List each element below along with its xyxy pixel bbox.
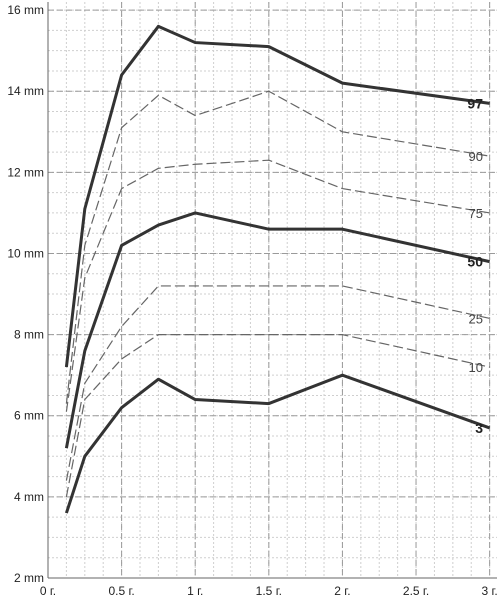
series-label-p90: 90 bbox=[469, 149, 483, 164]
series-end-labels: 97 90 75 50 25 10 3 bbox=[467, 95, 483, 436]
series-line-p3 bbox=[64, 373, 491, 514]
major-grid bbox=[48, 2, 497, 579]
y-tick-label: 14 mm bbox=[7, 84, 44, 98]
series-line-p10 bbox=[65, 334, 490, 497]
y-tick-label: 6 mm bbox=[14, 409, 44, 423]
x-tick-label: 0.5 г. bbox=[108, 584, 134, 598]
y-tick-label: 8 mm bbox=[14, 328, 44, 342]
x-tick-label: 2.5 г. bbox=[403, 584, 429, 598]
series-label-p3: 3 bbox=[475, 420, 483, 436]
minor-grid bbox=[48, 2, 497, 578]
series-label-p25: 25 bbox=[469, 311, 483, 326]
y-tick-label: 10 mm bbox=[7, 246, 44, 260]
x-tick-label: 3 г. bbox=[482, 584, 498, 598]
series-line-p25 bbox=[65, 285, 490, 481]
y-tick-label: 12 mm bbox=[7, 165, 44, 179]
x-tick-label: 0 г. bbox=[40, 584, 56, 598]
series-label-p10: 10 bbox=[469, 360, 483, 375]
y-tick-label: 16 mm bbox=[7, 3, 44, 17]
x-tick-label: 2 г. bbox=[334, 584, 350, 598]
series-label-p50: 50 bbox=[467, 254, 483, 270]
x-tick-label: 1.5 г. bbox=[256, 584, 282, 598]
series-label-p75: 75 bbox=[469, 206, 483, 221]
series-line-p50 bbox=[64, 211, 490, 449]
tick-labels: 2 mm 4 mm 6 mm 8 mm 10 mm 12 mm 14 mm 16 mm 0 г.… bbox=[7, 3, 497, 598]
series-line-p97 bbox=[64, 24, 490, 368]
series-label-p97: 97 bbox=[467, 95, 483, 111]
series-line-p90 bbox=[65, 90, 490, 404]
y-tick-label: 2 mm bbox=[14, 571, 44, 585]
series-lines bbox=[64, 24, 491, 514]
y-tick-label: 4 mm bbox=[14, 490, 44, 504]
x-tick-label: 1 г. bbox=[187, 584, 203, 598]
series-line-p75 bbox=[65, 159, 490, 412]
